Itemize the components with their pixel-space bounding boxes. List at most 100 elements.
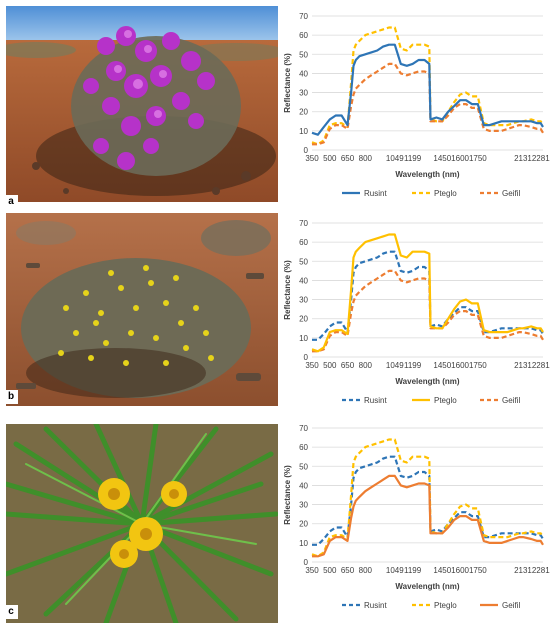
- series-line-pteglo: [311, 233, 544, 353]
- y-tick-label: 20: [299, 315, 308, 324]
- x-tick-label: 1049: [386, 566, 404, 575]
- x-tick-label: 1199: [404, 154, 422, 163]
- x-tick-label: 1600: [451, 154, 469, 163]
- legend-label: Geifil: [502, 601, 520, 610]
- panel-letter: b: [4, 390, 18, 404]
- y-tick-label: 20: [299, 520, 308, 529]
- y-tick-label: 10: [299, 539, 308, 548]
- legend-label: Geifil: [502, 396, 520, 405]
- x-tick-label: 500: [323, 361, 337, 370]
- panel-a: a 0 10 20 30 40 50 60 70 350 500 650 800 1049 1199 145…: [0, 6, 550, 213]
- x-tick-label: 2281: [532, 566, 550, 575]
- legend-item-pteglo: Pteglo: [412, 189, 457, 198]
- legend-label: Rusint: [364, 189, 387, 198]
- chart-a: 0 10 20 30 40 50 60 70 350 500 650 800 1049 1199 1450 1…: [280, 6, 550, 213]
- y-tick-label: 20: [299, 108, 308, 117]
- legend-item-geifil: Geifil: [480, 189, 520, 198]
- legend-label: Rusint: [364, 396, 387, 405]
- legend-item-rusint: Rusint: [342, 601, 387, 610]
- photo-yellow-shrub-drawing: [6, 213, 278, 406]
- x-tick-label: 800: [359, 154, 373, 163]
- photo-yellow-flowers: [6, 424, 278, 623]
- panel-letter: a: [4, 195, 18, 209]
- x-tick-label: 350: [305, 154, 319, 163]
- y-tick-label: 30: [299, 501, 308, 510]
- x-tick-label: 800: [359, 566, 373, 575]
- x-axis-title: Wavelength (nm): [395, 377, 459, 386]
- y-tick-label: 60: [299, 443, 308, 452]
- legend-label: Rusint: [364, 601, 387, 610]
- x-tick-label: 1750: [469, 154, 487, 163]
- legend-label: Pteglo: [434, 396, 457, 405]
- series-line-rusint: [312, 250, 544, 341]
- photo-yellow-shrub: [6, 213, 278, 406]
- legend-label: Geifil: [502, 189, 520, 198]
- y-axis-title: Reflectance (%): [283, 465, 292, 525]
- y-tick-label: 50: [299, 50, 308, 59]
- y-tick-label: 10: [299, 334, 308, 343]
- x-tick-label: 500: [323, 566, 337, 575]
- x-axis-title: Wavelength (nm): [395, 170, 459, 179]
- spectral-chart-c: 0 10 20 30 40 50 60 70 350 500 650 800 1049 1199 1450 1…: [283, 424, 550, 610]
- y-tick-label: 50: [299, 462, 308, 471]
- photo-purple-shrub-drawing: [6, 6, 278, 202]
- x-tick-label: 1049: [386, 154, 404, 163]
- x-tick-label: 1450: [433, 566, 451, 575]
- photo-yellow-flowers-drawing: [6, 424, 278, 623]
- x-tick-label: 650: [341, 154, 355, 163]
- y-tick-label: 30: [299, 296, 308, 305]
- series-line-rusint: [312, 455, 544, 546]
- x-tick-label: 1199: [404, 361, 422, 370]
- y-tick-label: 40: [299, 481, 308, 490]
- series-line-pteglo: [311, 26, 544, 146]
- x-tick-label: 1450: [433, 154, 451, 163]
- y-tick-label: 70: [299, 12, 308, 21]
- legend-item-rusint: Rusint: [342, 189, 387, 198]
- y-tick-label: 10: [299, 127, 308, 136]
- y-axis-title: Reflectance (%): [283, 53, 292, 113]
- legend-item-geifil: Geifil: [480, 601, 520, 610]
- x-tick-label: 2131: [514, 154, 532, 163]
- series-line-rusint: [311, 43, 544, 136]
- panel-letter: c: [4, 605, 18, 619]
- y-tick-label: 70: [299, 424, 308, 433]
- x-tick-label: 350: [305, 361, 319, 370]
- x-tick-label: 2281: [532, 154, 550, 163]
- legend-label: Pteglo: [434, 601, 457, 610]
- x-tick-label: 650: [341, 566, 355, 575]
- y-tick-label: 40: [299, 276, 308, 285]
- y-tick-label: 40: [299, 69, 308, 78]
- legend-item-pteglo: Pteglo: [412, 396, 457, 405]
- photo-purple-shrub: [6, 6, 278, 202]
- y-tick-label: 0: [304, 558, 309, 567]
- x-tick-label: 2131: [514, 361, 532, 370]
- y-tick-label: 50: [299, 257, 308, 266]
- x-tick-label: 350: [305, 566, 319, 575]
- x-tick-label: 2131: [514, 566, 532, 575]
- y-tick-label: 60: [299, 31, 308, 40]
- series-line-pteglo: [311, 438, 544, 558]
- x-tick-label: 500: [323, 154, 337, 163]
- x-tick-label: 1450: [433, 361, 451, 370]
- legend-item-pteglo: Pteglo: [412, 601, 457, 610]
- chart-b: 0 10 20 30 40 50 60 70 350 500 650 800 1049 1199 1450 1…: [280, 213, 550, 420]
- y-tick-label: 60: [299, 238, 308, 247]
- x-tick-label: 1600: [451, 566, 469, 575]
- y-tick-label: 70: [299, 219, 308, 228]
- x-tick-label: 1600: [451, 361, 469, 370]
- series-line-geifil: [312, 474, 544, 558]
- y-tick-label: 0: [304, 146, 309, 155]
- y-tick-label: 0: [304, 353, 309, 362]
- series-line-geifil: [312, 62, 544, 146]
- chart-c: 0 10 20 30 40 50 60 70 350 500 650 800 1049 1199 1450 1…: [280, 418, 550, 625]
- x-tick-label: 1049: [386, 361, 404, 370]
- legend-item-rusint: Rusint: [342, 396, 387, 405]
- x-tick-label: 650: [341, 361, 355, 370]
- x-tick-label: 1199: [404, 566, 422, 575]
- series-line-geifil: [312, 269, 544, 353]
- y-tick-label: 30: [299, 89, 308, 98]
- panel-b: b 0 10 20 30 40 50 60 70 350 500 650 800 1049 1199 145…: [0, 213, 550, 420]
- x-tick-label: 800: [359, 361, 373, 370]
- x-axis-title: Wavelength (nm): [395, 582, 459, 591]
- legend-item-geifil: Geifil: [480, 396, 520, 405]
